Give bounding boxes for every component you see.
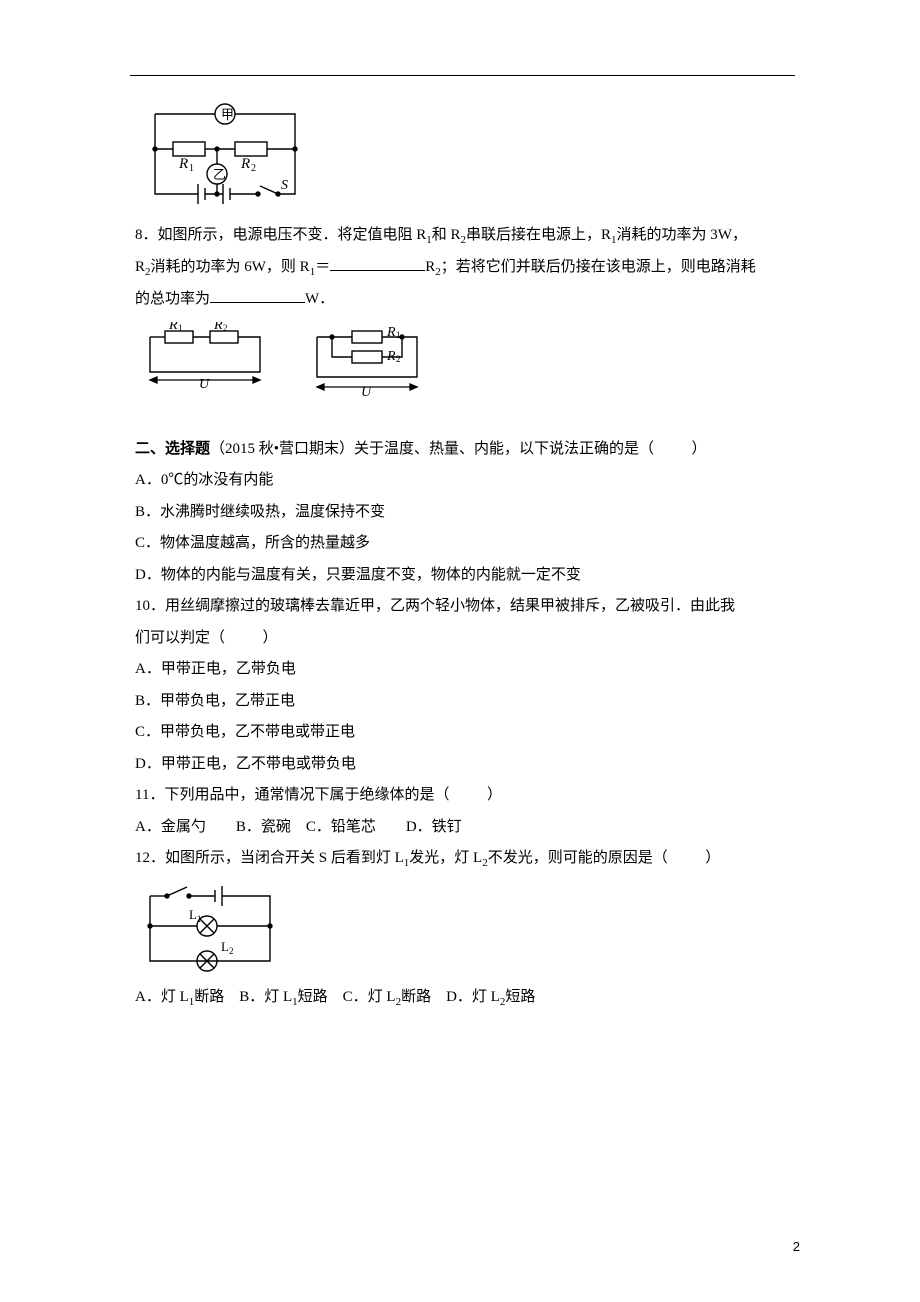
svg-text:R: R (240, 156, 250, 172)
paren-close: ） (692, 441, 707, 457)
header-rule (130, 75, 795, 76)
svg-text:L: L (221, 939, 229, 954)
question-11: 11．下列用品中，通常情况下属于绝缘体的是（ ） (135, 780, 800, 812)
t: ＝ (315, 259, 330, 275)
t: R (425, 259, 435, 275)
svg-text:甲: 甲 (221, 107, 234, 122)
t: 不发光，则可能的原因是（ (488, 850, 668, 866)
context: （2015 秋•营口期末）关于温度、热量、内能，以下说法正确的是（ (210, 441, 654, 457)
svg-text:R: R (168, 322, 178, 333)
svg-text:2: 2 (223, 323, 228, 333)
q12-options: A．灯 L1断路 B．灯 L1短路 C．灯 L2断路 D．灯 L2短路 (135, 982, 800, 1014)
question-8-line3: 的总功率为 W． (135, 284, 800, 316)
t: A．灯 L (135, 989, 189, 1005)
t: 短路 (505, 989, 535, 1005)
question-8: 8．如图所示，电源电压不变．将定值电阻 R1和 R2串联后接在电源上，R1消耗的… (135, 220, 800, 252)
page-number: 2 (793, 1233, 800, 1260)
spacer (135, 416, 800, 434)
svg-text:2: 2 (229, 946, 234, 956)
q7-circuit-diagram: 甲 乙 R 1 R 2 S (135, 94, 800, 214)
t: 发光，灯 L (409, 850, 482, 866)
question-8-line2: R2消耗的功率为 6W，则 R1＝R2；若将它们并联后仍接在该电源上，则电路消耗 (135, 252, 800, 284)
svg-text:R: R (386, 325, 396, 340)
question-10-line2: 们可以判定（ ） (135, 623, 800, 655)
svg-text:L: L (189, 907, 197, 922)
q8-text: 串联后接在电源上，R (466, 227, 611, 243)
svg-text:2: 2 (251, 163, 256, 174)
t: 的总功率为 (135, 291, 210, 307)
t: 12．如图所示，当闭合开关 S 后看到灯 L (135, 850, 404, 866)
svg-text:U: U (361, 385, 372, 400)
t: 消耗的功率为 6W，则 R (151, 259, 310, 275)
q10-option-b: B．甲带负电，乙带正电 (135, 686, 800, 718)
q9-option-b: B．水沸腾时继续吸热，温度保持不变 (135, 497, 800, 529)
q8-diagrams: R 1 R 2 U R 1 R 2 U (135, 322, 800, 402)
q8-text: 消耗的功率为 3W， (617, 227, 747, 243)
t: ；若将它们并联后仍接在该电源上，则电路消耗 (441, 259, 756, 275)
question-12: 12．如图所示，当闭合开关 S 后看到灯 L1发光，灯 L2不发光，则可能的原因… (135, 843, 800, 875)
t: 11．下列用品中，通常情况下属于绝缘体的是（ (135, 787, 449, 803)
svg-text:1: 1 (197, 914, 202, 924)
heading-text: 二、选择题 (135, 441, 210, 457)
svg-text:S: S (281, 178, 288, 193)
svg-text:乙: 乙 (213, 167, 226, 182)
blank-1 (330, 256, 425, 271)
svg-text:U: U (199, 377, 210, 392)
blank-2 (210, 288, 305, 303)
t: 们可以判定（ (135, 630, 225, 646)
q8-text: 8．如图所示，电源电压不变．将定值电阻 R (135, 227, 426, 243)
t: ） (487, 787, 502, 803)
t: 断路 D．灯 L (401, 989, 500, 1005)
svg-text:R: R (178, 156, 188, 172)
t: W． (305, 291, 334, 307)
q11-options: A．金属勺 B．瓷碗 C．铅笔芯 D．铁钉 (135, 812, 800, 844)
t: 断路 B．灯 L (194, 989, 292, 1005)
t: ） (263, 630, 278, 646)
t: R (135, 259, 145, 275)
svg-text:1: 1 (178, 323, 183, 333)
t: 短路 C．灯 L (298, 989, 396, 1005)
question-10-line1: 10．用丝绸摩擦过的玻璃棒去靠近甲，乙两个轻小物体，结果甲被排斥，乙被吸引．由此… (135, 591, 800, 623)
q8-text: 和 R (432, 227, 461, 243)
q9-option-a: A．0℃的冰没有内能 (135, 465, 800, 497)
q10-option-d: D．甲带正电，乙不带电或带负电 (135, 749, 800, 781)
section-2-heading: 二、选择题（2015 秋•营口期末）关于温度、热量、内能，以下说法正确的是（ ） (135, 434, 800, 466)
q9-option-c: C．物体温度越高，所含的热量越多 (135, 528, 800, 560)
svg-text:1: 1 (189, 163, 194, 174)
svg-text:2: 2 (396, 354, 401, 364)
svg-text:R: R (386, 349, 396, 364)
q10-option-a: A．甲带正电，乙带负电 (135, 654, 800, 686)
svg-text:R: R (213, 322, 223, 333)
t: ） (705, 850, 720, 866)
q12-circuit-diagram: L 1 L 2 (135, 881, 800, 976)
svg-text:1: 1 (396, 330, 401, 340)
q10-option-c: C．甲带负电，乙不带电或带正电 (135, 717, 800, 749)
q9-option-d: D．物体的内能与温度有关，只要温度不变，物体的内能就一定不变 (135, 560, 800, 592)
